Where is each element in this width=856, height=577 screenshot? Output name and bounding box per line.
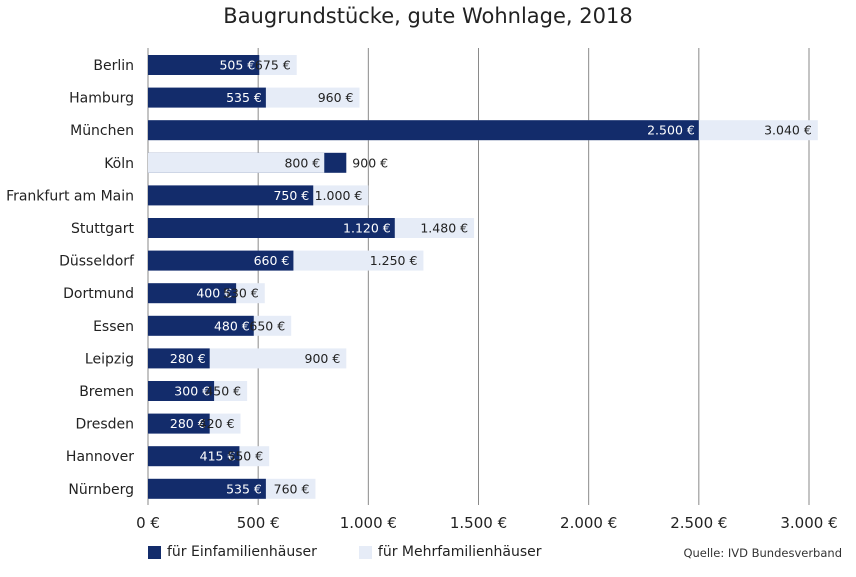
legend-swatch-mehrfamilienhaeuser xyxy=(358,545,372,559)
legend-label-einfamilienhaeuser: für Einfamilienhäuser xyxy=(167,544,317,560)
value-label-einfamilienhaeuser-dresden: 280 € xyxy=(170,416,206,431)
category-label-dortmund: Dortmund xyxy=(63,286,134,302)
category-label-frankfurt-am-main: Frankfurt am Main xyxy=(6,188,134,204)
legend-item-mehrfamilienhaeuser: für Mehrfamilienhäuser xyxy=(358,544,542,560)
category-label-berlin: Berlin xyxy=(93,58,134,74)
value-label-mehrfamilienhaeuser-hannover: 550 € xyxy=(227,449,263,464)
category-label-dusseldorf: Düsseldorf xyxy=(59,254,135,270)
value-label-mehrfamilienhaeuser-dortmund: 530 € xyxy=(223,286,259,301)
bar-mehrfamilienhaeuser-koln xyxy=(148,152,325,173)
value-label-mehrfamilienhaeuser-dusseldorf: 1.250 € xyxy=(370,253,418,268)
value-labels: 505 €675 € 535 € 960 € 2.500 € 3.040 € 800 € 9… xyxy=(170,58,812,497)
value-label-mehrfamilienhaeuser-koln: 800 € xyxy=(284,155,320,170)
source-note: Quelle: IVD Bundesverband xyxy=(683,546,842,560)
value-label-einfamilienhaeuser-hamburg: 535 € xyxy=(226,90,262,105)
value-label-mehrfamilienhaeuser-dresden: 420 € xyxy=(199,416,235,431)
value-label-einfamilienhaeuser-stuttgart: 1.120 € xyxy=(343,221,391,236)
value-label-einfamilienhaeuser-munchen: 2.500 € xyxy=(647,123,695,138)
legend-swatch-einfamilienhaeuser xyxy=(148,545,161,559)
bar-einfamilienhaeuser-munchen xyxy=(148,120,699,141)
x-tick-label: 2.000 € xyxy=(560,514,617,532)
value-label-mehrfamilienhaeuser-hamburg: 960 € xyxy=(318,90,354,105)
x-tick-labels: 0 € 500 € 1.000 € 1.500 € 2.000 € 2.500 € 3.00… xyxy=(136,514,838,532)
value-label-einfamilienhaeuser-leipzig: 280 € xyxy=(170,351,206,366)
category-label-hamburg: Hamburg xyxy=(69,91,134,107)
category-label-koln: Köln xyxy=(104,156,134,172)
value-label-mehrfamilienhaeuser-leipzig: 900 € xyxy=(305,351,341,366)
value-label-mehrfamilienhaeuser-frankfurt-am-main: 1.000 € xyxy=(315,188,363,203)
category-labels: Berlin Hamburg München Köln Frankfurt am Mai… xyxy=(6,58,135,498)
value-label-mehrfamilienhaeuser-munchen: 3.040 € xyxy=(764,123,812,138)
bar-einfamilienhaeuser-hannover xyxy=(148,446,240,467)
value-label-einfamilienhaeuser-dusseldorf: 660 € xyxy=(254,253,290,268)
value-label-mehrfamilienhaeuser-bremen: 450 € xyxy=(205,384,241,399)
bar-einfamilienhaeuser-nurnberg xyxy=(148,478,266,499)
x-tick-label: 500 € xyxy=(237,514,280,532)
value-label-mehrfamilienhaeuser-stuttgart: 1.480 € xyxy=(420,221,468,236)
value-label-einfamilienhaeuser-bremen: 300 € xyxy=(174,384,210,399)
x-tick-label: 1.500 € xyxy=(450,514,507,532)
category-label-dresden: Dresden xyxy=(75,417,134,433)
legend-item-einfamilienhaeuser: für Einfamilienhäuser xyxy=(148,544,317,560)
legend-label-mehrfamilienhaeuser: für Mehrfamilienhäuser xyxy=(377,544,542,560)
bar-einfamilienhaeuser-berlin xyxy=(148,55,260,75)
value-label-einfamilienhaeuser-koln: 900 € xyxy=(352,155,388,170)
value-label-mehrfamilienhaeuser-essen: 650 € xyxy=(249,318,285,333)
bar-einfamilienhaeuser-leipzig xyxy=(148,348,210,369)
value-label-einfamilienhaeuser-berlin: 505 € xyxy=(219,58,255,73)
x-tick-label: 3.000 € xyxy=(780,514,837,532)
value-label-einfamilienhaeuser-frankfurt-am-main: 750 € xyxy=(273,188,309,203)
value-label-einfamilienhaeuser-hannover: 415 € xyxy=(200,449,236,464)
value-label-mehrfamilienhaeuser-nurnberg: 760 € xyxy=(274,481,310,496)
bars xyxy=(148,55,818,499)
value-label-einfamilienhaeuser-nurnberg: 535 € xyxy=(226,481,262,496)
category-label-essen: Essen xyxy=(93,319,134,335)
category-label-munchen: München xyxy=(70,123,134,139)
x-tick-label: 2.500 € xyxy=(670,514,727,532)
bar-einfamilienhaeuser-bremen xyxy=(148,381,215,401)
category-label-bremen: Bremen xyxy=(79,384,134,400)
bar-einfamilienhaeuser-dortmund xyxy=(148,283,237,304)
bar-einfamilienhaeuser-frankfurt-am-main xyxy=(148,185,314,206)
value-label-einfamilienhaeuser-dortmund: 400 € xyxy=(196,286,232,301)
category-label-leipzig: Leipzig xyxy=(85,351,134,367)
legend: für Einfamilienhäuser für Mehrfamilienhä… xyxy=(148,544,584,560)
value-label-mehrfamilienhaeuser-berlin: 675 € xyxy=(255,58,291,73)
bar-einfamilienhaeuser-hamburg xyxy=(148,87,266,108)
category-label-nurnberg: Nürnberg xyxy=(68,482,134,498)
value-label-einfamilienhaeuser-essen: 480 € xyxy=(214,318,250,333)
bar-einfamilienhaeuser-stuttgart xyxy=(148,218,395,238)
category-label-stuttgart: Stuttgart xyxy=(71,221,134,237)
bar-einfamilienhaeuser-dresden xyxy=(148,413,210,434)
x-tick-label: 1.000 € xyxy=(340,514,397,532)
x-tick-label: 0 € xyxy=(136,514,160,532)
chart-title: Baugrundstücke, gute Wohnlage, 2018 xyxy=(223,4,633,28)
category-label-hannover: Hannover xyxy=(66,449,134,465)
bar-einfamilienhaeuser-essen xyxy=(148,315,254,336)
bar-einfamilienhaeuser-dusseldorf xyxy=(148,250,294,271)
gridlines xyxy=(147,48,810,505)
